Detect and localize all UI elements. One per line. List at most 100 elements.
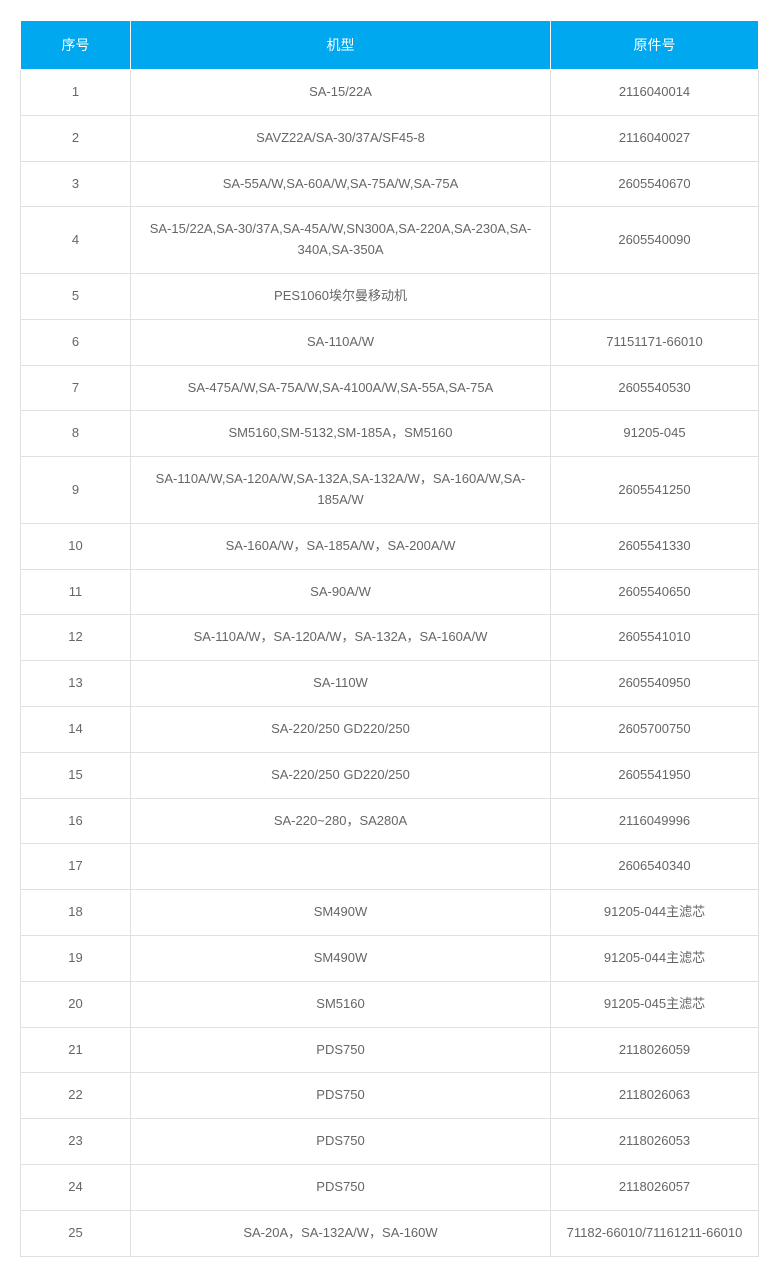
cell-part: 2118026059 bbox=[551, 1027, 759, 1073]
cell-part: 71151171-66010 bbox=[551, 319, 759, 365]
table-row: 15SA-220/250 GD220/2502605541950 bbox=[21, 752, 759, 798]
cell-model: SA-110A/W，SA-120A/W，SA-132A，SA-160A/W bbox=[131, 615, 551, 661]
table-row: 3SA-55A/W,SA-60A/W,SA-75A/W,SA-75A260554… bbox=[21, 161, 759, 207]
cell-part: 2605540650 bbox=[551, 569, 759, 615]
header-row: 序号 机型 原件号 bbox=[21, 21, 759, 70]
cell-part: 2605540090 bbox=[551, 207, 759, 274]
cell-model: SA-20A，SA-132A/W，SA-160W bbox=[131, 1210, 551, 1256]
cell-model: SM490W bbox=[131, 935, 551, 981]
table-row: 24PDS7502118026057 bbox=[21, 1164, 759, 1210]
cell-seq: 3 bbox=[21, 161, 131, 207]
cell-seq: 12 bbox=[21, 615, 131, 661]
cell-model: SM5160,SM-5132,SM-185A，SM5160 bbox=[131, 411, 551, 457]
table-row: 9SA-110A/W,SA-120A/W,SA-132A,SA-132A/W，S… bbox=[21, 457, 759, 524]
cell-model: PES1060埃尔曼移动机 bbox=[131, 273, 551, 319]
cell-seq: 2 bbox=[21, 115, 131, 161]
parts-table: 序号 机型 原件号 1SA-15/22A21160400142SAVZ22A/S… bbox=[20, 20, 759, 1257]
cell-model: SA-220/250 GD220/250 bbox=[131, 706, 551, 752]
cell-part: 2605540670 bbox=[551, 161, 759, 207]
header-model: 机型 bbox=[131, 21, 551, 70]
cell-seq: 25 bbox=[21, 1210, 131, 1256]
cell-part bbox=[551, 273, 759, 319]
cell-model: SA-110A/W bbox=[131, 319, 551, 365]
table-row: 22PDS7502118026063 bbox=[21, 1073, 759, 1119]
cell-part: 71182-66010/71161211-66010 bbox=[551, 1210, 759, 1256]
cell-seq: 17 bbox=[21, 844, 131, 890]
cell-part: 91205-045主滤芯 bbox=[551, 981, 759, 1027]
cell-seq: 14 bbox=[21, 706, 131, 752]
cell-part: 2605540950 bbox=[551, 661, 759, 707]
cell-model: PDS750 bbox=[131, 1164, 551, 1210]
cell-seq: 6 bbox=[21, 319, 131, 365]
cell-part: 2116040014 bbox=[551, 70, 759, 116]
cell-model: PDS750 bbox=[131, 1027, 551, 1073]
table-row: 8SM5160,SM-5132,SM-185A，SM516091205-045 bbox=[21, 411, 759, 457]
cell-model: SA-55A/W,SA-60A/W,SA-75A/W,SA-75A bbox=[131, 161, 551, 207]
cell-model: PDS750 bbox=[131, 1119, 551, 1165]
cell-part: 2605541950 bbox=[551, 752, 759, 798]
cell-model: SM490W bbox=[131, 890, 551, 936]
cell-part: 91205-045 bbox=[551, 411, 759, 457]
cell-seq: 7 bbox=[21, 365, 131, 411]
cell-model: SA-220~280，SA280A bbox=[131, 798, 551, 844]
cell-part: 2606540340 bbox=[551, 844, 759, 890]
parts-table-container: 序号 机型 原件号 1SA-15/22A21160400142SAVZ22A/S… bbox=[20, 20, 758, 1257]
table-row: 12SA-110A/W，SA-120A/W，SA-132A，SA-160A/W2… bbox=[21, 615, 759, 661]
table-row: 10SA-160A/W，SA-185A/W，SA-200A/W260554133… bbox=[21, 523, 759, 569]
cell-part: 2118026063 bbox=[551, 1073, 759, 1119]
cell-part: 2116049996 bbox=[551, 798, 759, 844]
cell-seq: 5 bbox=[21, 273, 131, 319]
table-row: 5PES1060埃尔曼移动机 bbox=[21, 273, 759, 319]
cell-part: 2118026053 bbox=[551, 1119, 759, 1165]
table-row: 21PDS7502118026059 bbox=[21, 1027, 759, 1073]
cell-seq: 13 bbox=[21, 661, 131, 707]
cell-seq: 19 bbox=[21, 935, 131, 981]
cell-part: 91205-044主滤芯 bbox=[551, 935, 759, 981]
table-header: 序号 机型 原件号 bbox=[21, 21, 759, 70]
cell-model: SA-160A/W，SA-185A/W，SA-200A/W bbox=[131, 523, 551, 569]
table-row: 2SAVZ22A/SA-30/37A/SF45-82116040027 bbox=[21, 115, 759, 161]
table-row: 16SA-220~280，SA280A2116049996 bbox=[21, 798, 759, 844]
cell-seq: 8 bbox=[21, 411, 131, 457]
table-row: 11SA-90A/W2605540650 bbox=[21, 569, 759, 615]
cell-model: SAVZ22A/SA-30/37A/SF45-8 bbox=[131, 115, 551, 161]
cell-seq: 10 bbox=[21, 523, 131, 569]
cell-part: 2116040027 bbox=[551, 115, 759, 161]
cell-model: SM5160 bbox=[131, 981, 551, 1027]
cell-model: SA-110W bbox=[131, 661, 551, 707]
table-row: 1SA-15/22A2116040014 bbox=[21, 70, 759, 116]
table-row: 14SA-220/250 GD220/2502605700750 bbox=[21, 706, 759, 752]
table-row: 6SA-110A/W71151171-66010 bbox=[21, 319, 759, 365]
table-row: 20SM516091205-045主滤芯 bbox=[21, 981, 759, 1027]
cell-part: 91205-044主滤芯 bbox=[551, 890, 759, 936]
cell-seq: 11 bbox=[21, 569, 131, 615]
cell-seq: 16 bbox=[21, 798, 131, 844]
cell-seq: 15 bbox=[21, 752, 131, 798]
cell-seq: 1 bbox=[21, 70, 131, 116]
table-row: 7SA-475A/W,SA-75A/W,SA-4100A/W,SA-55A,SA… bbox=[21, 365, 759, 411]
cell-model: SA-220/250 GD220/250 bbox=[131, 752, 551, 798]
cell-model bbox=[131, 844, 551, 890]
table-row: 18SM490W91205-044主滤芯 bbox=[21, 890, 759, 936]
table-row: 13SA-110W2605540950 bbox=[21, 661, 759, 707]
table-row: 23PDS7502118026053 bbox=[21, 1119, 759, 1165]
cell-part: 2605541330 bbox=[551, 523, 759, 569]
cell-part: 2605700750 bbox=[551, 706, 759, 752]
cell-part: 2605541250 bbox=[551, 457, 759, 524]
cell-seq: 24 bbox=[21, 1164, 131, 1210]
cell-seq: 21 bbox=[21, 1027, 131, 1073]
cell-part: 2605540530 bbox=[551, 365, 759, 411]
cell-seq: 23 bbox=[21, 1119, 131, 1165]
cell-model: PDS750 bbox=[131, 1073, 551, 1119]
header-part: 原件号 bbox=[551, 21, 759, 70]
cell-model: SA-110A/W,SA-120A/W,SA-132A,SA-132A/W，SA… bbox=[131, 457, 551, 524]
cell-part: 2118026057 bbox=[551, 1164, 759, 1210]
cell-model: SA-475A/W,SA-75A/W,SA-4100A/W,SA-55A,SA-… bbox=[131, 365, 551, 411]
cell-seq: 18 bbox=[21, 890, 131, 936]
cell-seq: 4 bbox=[21, 207, 131, 274]
cell-model: SA-15/22A bbox=[131, 70, 551, 116]
cell-model: SA-15/22A,SA-30/37A,SA-45A/W,SN300A,SA-2… bbox=[131, 207, 551, 274]
table-row: 4SA-15/22A,SA-30/37A,SA-45A/W,SN300A,SA-… bbox=[21, 207, 759, 274]
table-row: 25SA-20A，SA-132A/W，SA-160W71182-66010/71… bbox=[21, 1210, 759, 1256]
table-row: 17 2606540340 bbox=[21, 844, 759, 890]
